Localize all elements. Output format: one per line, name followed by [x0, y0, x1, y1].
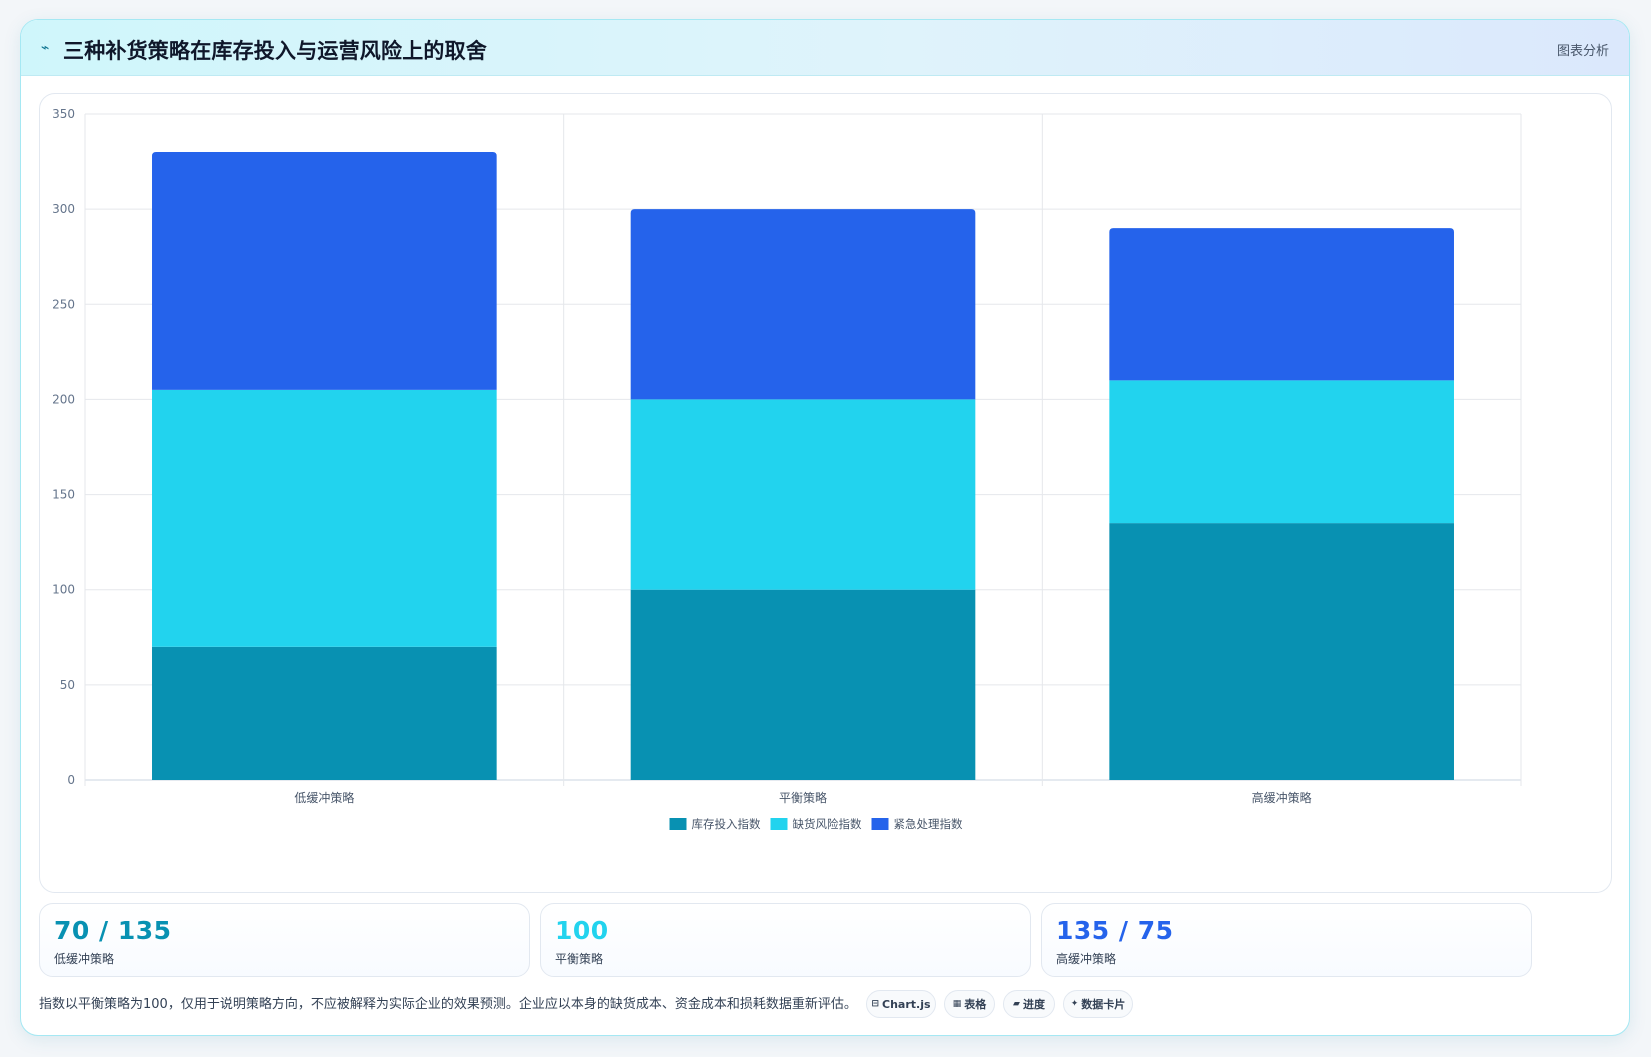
x-tick-label: 高缓冲策略: [1252, 790, 1312, 805]
legend-swatch: [669, 818, 687, 830]
bar-segment: [1109, 523, 1454, 780]
stat-label: 平衡策略: [555, 952, 604, 966]
page-title: 三种补货策略在库存投入与运营风险上的取舍: [63, 39, 487, 63]
stat-value: 70 / 135: [54, 916, 172, 945]
legend-label: 紧急处理指数: [894, 817, 963, 831]
stat-label: 低缓冲策略: [54, 952, 115, 966]
chart-card: 0 50 100 150 200 250 300 350 低缓冲策略 平衡策略 高缓冲策略库存投入指…: [39, 93, 1612, 893]
stacked-bar-chart: 0 50 100 150 200 250 300 350 低缓冲策略 平衡策略 高缓冲策略库存投入指…: [52, 107, 1522, 831]
x-tick-label: 平衡策略: [779, 790, 827, 805]
y-tick-label: 250: [52, 297, 75, 311]
stat-card-high-buffer: 135 / 75 高缓冲策略: [1041, 903, 1532, 977]
y-tick-label: 200: [52, 392, 75, 406]
legend-swatch: [770, 818, 788, 830]
legend-swatch: [871, 818, 889, 830]
y-tick-label: 150: [52, 488, 75, 502]
bar-segment: [152, 389, 497, 647]
stat-card-low-buffer: 70 / 135 低缓冲策略: [39, 903, 530, 977]
x-tick-label: 低缓冲策略: [294, 790, 354, 805]
chip-table[interactable]: ▦ 表格: [944, 990, 995, 1018]
chip-chartjs[interactable]: ⊟ Chart.js: [866, 990, 936, 1018]
chip-label: Chart.js: [882, 997, 931, 1011]
chart-panel: ⌁ 三种补货策略在库存投入与运营风险上的取舍 图表分析 0 50 100 150 200…: [20, 19, 1630, 1036]
panel-header: ⌁ 三种补货策略在库存投入与运营风险上的取舍 图表分析: [21, 20, 1629, 76]
chart-line-icon: ⌁: [41, 40, 50, 56]
bar-segment: [630, 399, 976, 590]
bar-segment: [630, 589, 976, 780]
bar-segment: [152, 646, 497, 780]
chip-data-card[interactable]: ✦ 数据卡片: [1063, 990, 1133, 1018]
chart-icon: ⊟: [871, 999, 880, 1009]
bar-segment: [152, 152, 497, 390]
bar-segment: [630, 209, 976, 400]
stat-value: 100: [555, 916, 609, 945]
stat-value: 135 / 75: [1056, 916, 1174, 945]
bar-segment: [1109, 228, 1454, 381]
sparkle-icon: ✦: [1070, 999, 1079, 1009]
chip-label: 进度: [1022, 998, 1045, 1011]
header-tag: 图表分析: [1556, 44, 1609, 59]
y-tick-label: 50: [60, 678, 75, 692]
y-tick-label: 100: [52, 583, 75, 597]
chip-progress[interactable]: ▰ 进度: [1003, 990, 1055, 1018]
y-tick-label: 0: [67, 773, 75, 787]
progress-icon: ▰: [1013, 999, 1020, 1009]
chip-label: 数据卡片: [1081, 998, 1126, 1011]
stat-card-balanced: 100 平衡策略: [540, 903, 1031, 977]
chip-label: 表格: [964, 998, 987, 1011]
legend-label: 缺货风险指数: [793, 817, 862, 831]
legend-label: 库存投入指数: [692, 817, 761, 831]
bar-segment: [1109, 380, 1454, 524]
y-tick-label: 300: [52, 202, 75, 216]
stat-label: 高缓冲策略: [1056, 952, 1117, 966]
y-tick-label: 350: [52, 107, 75, 121]
table-icon: ▦: [952, 999, 962, 1009]
footnote: 指数以平衡策略为100，仅用于说明策略方向，不应被解释为实际企业的效果预测。企业…: [39, 997, 857, 1012]
